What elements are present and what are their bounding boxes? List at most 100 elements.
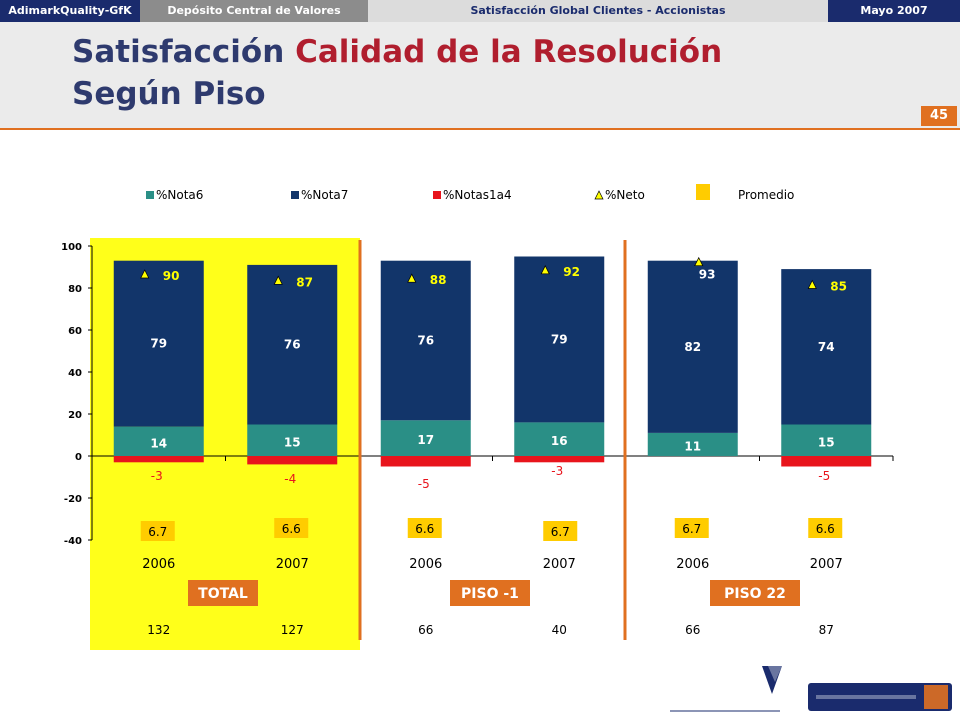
bar-nota6 [380,420,471,456]
label-nota6: 14 [150,436,167,450]
legend-nota7-label: %Nota7 [301,188,348,202]
label-promedio: 6.6 [282,522,301,536]
label-nota6: 17 [417,433,434,447]
label-neto: 92 [563,265,580,279]
marker-neto [540,265,550,275]
label-neto: 88 [430,273,447,287]
bar-nota6 [781,424,872,456]
label-promedio: 6.6 [415,522,434,536]
study-tab: Satisfacción Global Clientes - Accionist… [368,0,828,22]
sample-size-label: 127 [281,623,304,637]
marker-neto [407,273,417,283]
top-bar: AdimarkQuality-GfK Depósito Central de V… [0,0,960,22]
promedio-box [543,521,578,541]
y-tick-label: 60 [68,326,82,337]
sample-size-label: 132 [147,623,170,637]
label-neto: 93 [699,268,716,282]
client-tab: Depósito Central de Valores [140,0,368,22]
x-category-label: 2006 [142,557,175,572]
label-notas1a4: -5 [418,477,430,491]
label-notas1a4: -3 [151,469,163,483]
label-nota7: 82 [684,340,701,354]
y-tick-label: 80 [68,284,82,295]
brand-tab: AdimarkQuality-GfK [0,0,140,22]
label-notas1a4: -5 [818,469,830,483]
y-tick-label: -20 [64,494,82,505]
label-nota7: 76 [284,338,301,352]
bar-notas1a4 [113,456,204,463]
bar-nota7 [247,264,338,425]
legend-neto-marker [594,190,604,200]
bar-notas1a4 [781,456,872,467]
label-promedio: 6.7 [148,525,167,539]
title-band [0,22,960,130]
y-tick-label: 100 [61,242,82,253]
x-category-label: 2006 [409,557,442,572]
x-category-label: 2007 [276,557,309,572]
sample-size-label: 40 [552,623,567,637]
bar-nota6 [514,422,605,456]
label-nota6: 11 [684,439,701,453]
label-promedio: 6.7 [551,525,570,539]
marker-neto [273,275,283,285]
y-tick-label: -40 [64,536,82,547]
promedio-box [140,521,175,541]
sample-size-label: 66 [685,623,700,637]
legend-promedio-label: Promedio [738,188,794,202]
legend-notas1a4-swatch [433,191,441,199]
y-tick-label: 0 [75,452,82,463]
marker-neto [140,269,150,279]
promedio-box [808,518,843,538]
bar-nota7 [380,260,471,421]
label-nota7: 79 [551,332,568,346]
promedio-box [274,518,309,538]
label-nota6: 15 [284,435,301,449]
legend-nota6-swatch [146,191,154,199]
y-tick-label: 40 [68,368,82,379]
label-notas1a4: -3 [551,464,563,478]
group-badge [710,580,800,606]
x-category-label: 2006 [676,557,709,572]
group-label: PISO 22 [724,586,786,602]
label-nota6: 15 [818,435,835,449]
sample-size-label: 66 [418,623,433,637]
promedio-box [407,518,442,538]
bar-nota6 [247,424,338,456]
marker-neto [694,256,704,267]
bar-nota7 [781,269,872,425]
label-nota7: 74 [818,340,835,354]
label-neto: 85 [830,280,847,294]
adimarkquality-gfk-logo [808,683,952,711]
page-number: 45 [921,106,957,126]
group-label: TOTAL [198,586,248,602]
bar-nota7 [647,260,738,433]
bar-nota7 [514,256,605,423]
dcv-logo [670,666,782,712]
legend-nota7-swatch [291,191,299,199]
bar-notas1a4 [247,456,338,465]
label-nota7: 79 [150,337,167,351]
bar-notas1a4 [380,456,471,467]
legend-neto-label: %Neto [605,188,645,202]
group-label: PISO -1 [461,586,519,602]
group-badge [188,580,258,606]
marker-neto [807,279,817,289]
legend-nota6-label: %Nota6 [156,188,203,202]
label-nota6: 16 [551,434,568,448]
legend-promedio-swatch [696,184,710,200]
y-tick-label: 20 [68,410,82,421]
bar-nota7 [113,260,204,427]
title-part-2: Calidad de la Resolución [295,34,723,70]
x-category-label: 2007 [810,557,843,572]
bar-nota6 [647,432,738,456]
date-tab: Mayo 2007 [828,0,960,22]
label-promedio: 6.7 [682,522,701,536]
page-title: Satisfacción Calidad de la Resolución [72,34,722,70]
label-nota7: 76 [417,334,434,348]
title-part-1: Satisfacción [72,34,296,70]
x-category-label: 2007 [543,557,576,572]
bar-notas1a4 [514,456,605,463]
bar-nota6 [113,426,204,456]
sample-size-label: 87 [819,623,834,637]
group-badge [450,580,530,606]
